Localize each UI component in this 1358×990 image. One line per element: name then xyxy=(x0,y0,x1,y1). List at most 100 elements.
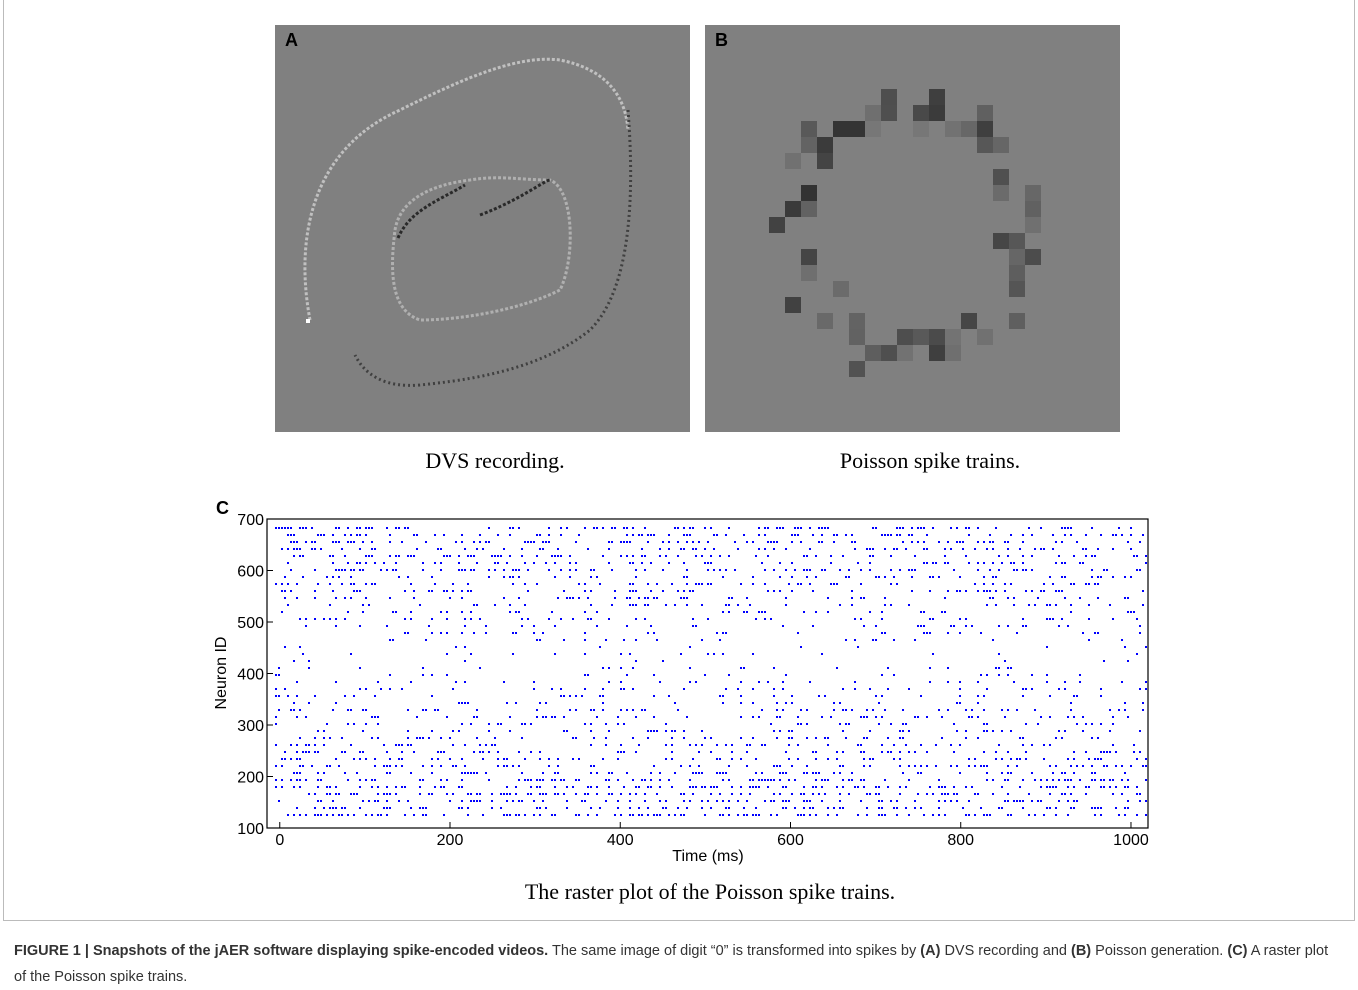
spike xyxy=(509,611,511,613)
spike xyxy=(446,555,448,557)
spike xyxy=(602,555,604,557)
spike xyxy=(359,527,361,529)
spike xyxy=(1091,772,1093,774)
spike xyxy=(356,772,358,774)
spike xyxy=(314,569,316,571)
spike xyxy=(587,786,589,788)
spike xyxy=(782,709,784,711)
spike xyxy=(1127,786,1129,788)
spike xyxy=(860,618,862,620)
spike xyxy=(314,597,316,599)
spike xyxy=(671,583,673,585)
spike xyxy=(884,814,886,816)
spike xyxy=(1091,527,1093,529)
spike xyxy=(623,751,625,753)
spike xyxy=(773,779,775,781)
y-tick-label: 400 xyxy=(237,667,264,684)
spike xyxy=(350,569,352,571)
spike xyxy=(584,674,586,676)
spike xyxy=(281,786,283,788)
spike xyxy=(725,744,727,746)
spike xyxy=(827,779,829,781)
spike xyxy=(821,527,823,529)
spike xyxy=(395,765,397,767)
spike xyxy=(785,569,787,571)
spike xyxy=(701,639,703,641)
spike xyxy=(617,758,619,760)
spike xyxy=(452,744,454,746)
spike xyxy=(791,534,793,536)
spike xyxy=(401,758,403,760)
spike xyxy=(914,765,916,767)
spike xyxy=(554,555,556,557)
spike xyxy=(887,534,889,536)
spike xyxy=(1124,807,1126,809)
spike xyxy=(545,716,547,718)
spike xyxy=(458,569,460,571)
spike xyxy=(461,723,463,725)
spike xyxy=(1076,723,1078,725)
spike xyxy=(1136,569,1138,571)
spike xyxy=(965,625,967,627)
spike xyxy=(1079,779,1081,781)
spike xyxy=(485,625,487,627)
spike xyxy=(290,541,292,543)
spike xyxy=(1100,688,1102,690)
spike xyxy=(407,737,409,739)
spike xyxy=(383,765,385,767)
spike xyxy=(719,772,721,774)
spike xyxy=(503,569,505,571)
spike xyxy=(1067,786,1069,788)
spike xyxy=(1127,597,1129,599)
spike xyxy=(326,814,328,816)
spike xyxy=(419,604,421,606)
spike xyxy=(584,639,586,641)
spike xyxy=(818,695,820,697)
spike xyxy=(344,695,346,697)
panel-caption: DVS recording. xyxy=(425,448,564,473)
spike xyxy=(893,576,895,578)
spike xyxy=(548,527,550,529)
pixel xyxy=(1025,217,1041,233)
spike xyxy=(602,702,604,704)
spike xyxy=(668,534,670,536)
spike xyxy=(611,527,613,529)
spike xyxy=(347,723,349,725)
spike xyxy=(590,807,592,809)
spike xyxy=(728,555,730,557)
spike xyxy=(1064,597,1066,599)
spike xyxy=(650,625,652,627)
spike xyxy=(557,793,559,795)
spike xyxy=(974,758,976,760)
spike xyxy=(347,814,349,816)
spike xyxy=(869,688,871,690)
spike xyxy=(791,590,793,592)
spike xyxy=(857,814,859,816)
spike xyxy=(1097,807,1099,809)
spike xyxy=(668,814,670,816)
spike xyxy=(596,772,598,774)
spike xyxy=(1067,779,1069,781)
spike xyxy=(536,639,538,641)
spike xyxy=(866,716,868,718)
spike xyxy=(683,590,685,592)
spike xyxy=(1013,800,1015,802)
spike xyxy=(509,793,511,795)
spike xyxy=(1025,625,1027,627)
spike xyxy=(950,548,952,550)
spike xyxy=(956,800,958,802)
spike xyxy=(977,681,979,683)
spike xyxy=(944,597,946,599)
spike xyxy=(887,667,889,669)
spike xyxy=(314,695,316,697)
spike xyxy=(536,807,538,809)
spike xyxy=(722,653,724,655)
pixel xyxy=(801,249,817,265)
spike xyxy=(1037,800,1039,802)
spike xyxy=(1058,688,1060,690)
spike xyxy=(947,709,949,711)
spike xyxy=(977,737,979,739)
spike xyxy=(587,548,589,550)
spike xyxy=(425,807,427,809)
spike xyxy=(1136,758,1138,760)
